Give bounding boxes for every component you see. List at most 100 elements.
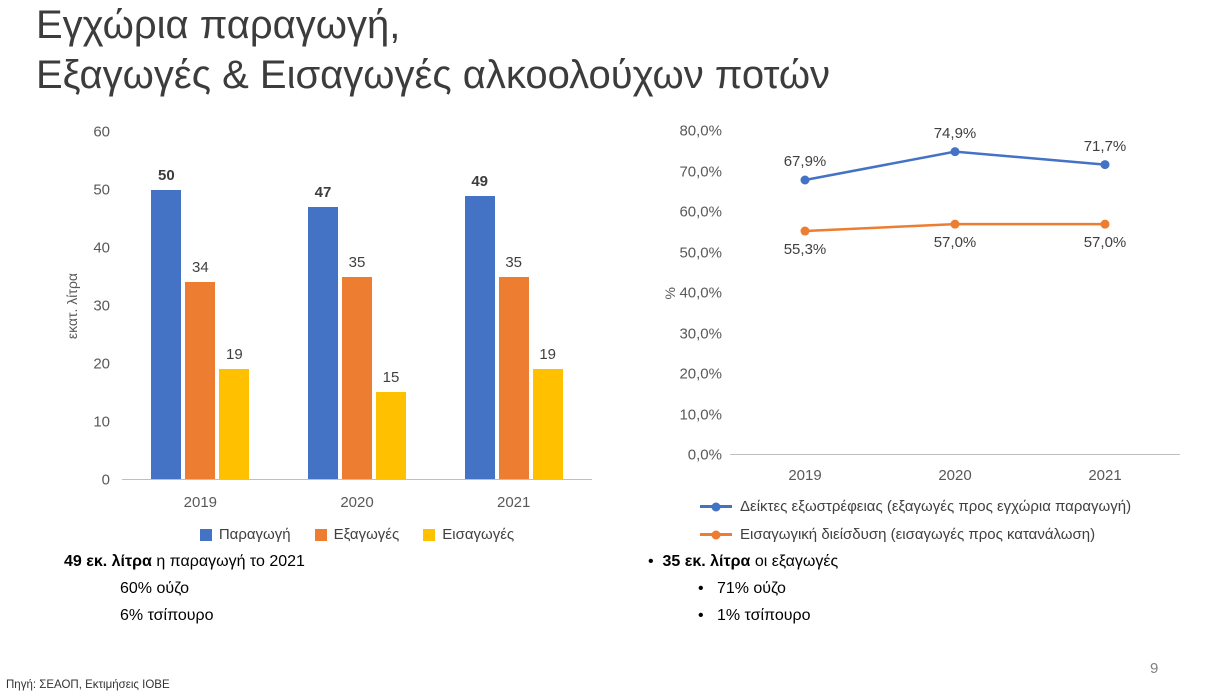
bar-Παραγωγή-2020: 47 (308, 184, 338, 479)
line-point-label: 57,0% (1083, 234, 1127, 252)
bar-chart-xlabel: 2020 (340, 494, 374, 511)
bar-chart-plot-area: 50 34 19 47 35 15 49 35 19 (122, 132, 592, 480)
note-production-headline: 49 εκ. λίτρα η παραγωγή το 2021 (64, 552, 305, 572)
bar-group-2020: 47 35 15 (279, 132, 436, 479)
bar-chart-y-axis-ticks: 0 10 20 30 40 50 60 (62, 124, 110, 489)
line-chart-ytick: 60,0% (679, 203, 722, 221)
bar-value-label: 19 (225, 346, 243, 364)
legend-label: Παραγωγή (218, 526, 291, 543)
line-chart-legend: Δείκτες εξωστρέφειας (εξαγωγές προς εγχώ… (700, 498, 1131, 543)
line-point-label: 67,9% (783, 153, 827, 170)
line-chart-xlabel: 2019 (788, 467, 822, 484)
legend-line-marker-icon (700, 502, 732, 511)
line-legend-entry: Δείκτες εξωστρέφειας (εξαγωγές προς εγχώ… (700, 498, 1131, 515)
line-legend-entry: Εισαγωγική διείσδυση (εισαγωγές προς κατ… (700, 526, 1131, 543)
line-chart-ytick: 0,0% (687, 446, 722, 464)
note-exports: 35 εκ. λίτρα οι εξαγωγές 71% ούζο 1% τσί… (648, 552, 839, 626)
line-chart-ytick: 70,0% (679, 163, 722, 180)
note-exports-headline: 35 εκ. λίτρα οι εξαγωγές (648, 552, 839, 572)
bar-chart-x-axis-labels: 2019 2020 2021 (122, 494, 592, 511)
legend-swatch (314, 528, 327, 541)
legend-item-Εισαγωγές: Εισαγωγές (423, 526, 514, 543)
line-chart-xlabel: 2020 (938, 467, 972, 484)
bar-value-label: 35 (505, 253, 523, 271)
bar-chart-ytick: 30 (93, 297, 110, 315)
bar-value-label: 15 (382, 369, 400, 387)
note-production: 49 εκ. λίτρα η παραγωγή το 2021 60% ούζο… (64, 552, 305, 626)
bar-value-label: 49 (471, 172, 489, 190)
bar-Εξαγωγές-2020: 35 (342, 254, 372, 479)
line-point-label: 55,3% (783, 241, 827, 259)
line-chart-ytick: 50,0% (679, 244, 722, 261)
line-chart-plot-area: 67,9% 74,9% 71,7% 55,3% 57,0% 57,0% (730, 125, 1180, 455)
bar-Παραγωγή-2019: 50 (151, 167, 182, 479)
bar-Εισαγωγές-2019: 19 (219, 346, 250, 479)
legend-item-Παραγωγή: Παραγωγή (199, 526, 291, 543)
line-chart-ytick: 80,0% (679, 122, 722, 140)
line-point-marker (1100, 219, 1110, 229)
line-chart-x-axis-labels: 2019 2020 2021 (730, 467, 1180, 484)
slide-title: Εγχώρια παραγωγή, Εξαγωγές & Εισαγωγές α… (36, 0, 830, 100)
line-chart-ytick: 40,0% (679, 284, 722, 302)
line-chart-ytick: 30,0% (679, 325, 722, 342)
bar-value-label: 35 (348, 253, 366, 271)
bar-value-label: 50 (157, 166, 175, 184)
production-bar-chart: εκατ. λίτρα 0 10 20 30 40 50 60 50 34 19 47 35 15 49… (62, 118, 610, 554)
legend-label: Εισαγωγές (442, 526, 515, 543)
line-point-marker (800, 226, 810, 236)
bar-Εξαγωγές-2019: 34 (185, 259, 216, 479)
legend-dot-icon (711, 530, 721, 539)
page-number: 9 (1150, 660, 1159, 677)
note-production-item: 6% τσίπουρο (120, 607, 214, 624)
bar-group-2021: 49 35 19 (435, 132, 592, 479)
bar-chart-xlabel: 2019 (183, 494, 218, 511)
note-production-rest: η παραγωγή το 2021 (151, 553, 305, 570)
legend-swatch (423, 528, 436, 541)
bar-value-label: 47 (314, 184, 332, 202)
slide-title-line1: Εγχώρια παραγωγή, (36, 3, 401, 47)
legend-label: Δείκτες εξωστρέφειας (εξαγωγές προς εγχώ… (740, 498, 1132, 515)
line-point-marker (800, 175, 810, 185)
source-note: Πηγή: ΣΕΑΟΠ, Εκτιμήσεις ΙΟΒΕ (6, 679, 170, 691)
line-point-label: 74,9% (933, 124, 977, 142)
legend-swatch (199, 528, 212, 541)
bar-Εισαγωγές-2020: 15 (376, 369, 406, 479)
note-production-bold: 49 εκ. λίτρα (64, 553, 152, 570)
ratio-line-chart: % 0,0% 10,0% 20,0% 30,0% 40,0% 50,0% 60,0% 70,0… (648, 112, 1198, 582)
bar-value-label: 34 (191, 259, 209, 277)
line-chart-y-axis-ticks: 0,0% 10,0% 20,0% 30,0% 40,0% 50,0% 60,0% 70,0% 8… (648, 123, 722, 464)
note-exports-bold: 35 εκ. λίτρα (662, 553, 751, 570)
legend-dot-icon (711, 502, 721, 511)
bar-group-2019: 50 34 19 (122, 132, 279, 479)
legend-label: Εξαγωγές (333, 526, 400, 543)
note-exports-item: 71% ούζο (698, 579, 838, 599)
note-production-item: 60% ούζο (120, 580, 189, 597)
line-point-marker (950, 147, 960, 157)
bar-chart-xlabel: 2021 (496, 494, 531, 511)
note-exports-rest: οι εξαγωγές (750, 553, 839, 570)
bar-Παραγωγή-2021: 49 (464, 173, 495, 479)
bar-chart-ytick: 60 (93, 123, 110, 141)
bar-Εισαγωγές-2021: 19 (532, 346, 563, 479)
line-point-marker (950, 219, 960, 229)
line-chart-ytick: 20,0% (679, 365, 722, 383)
bar-value-label: 19 (539, 346, 557, 364)
line-chart-ytick: 10,0% (679, 406, 722, 423)
bar-chart-ytick: 0 (101, 471, 110, 489)
line-point-label: 57,0% (933, 234, 977, 252)
bar-chart-ytick: 20 (93, 355, 110, 373)
legend-item-Εξαγωγές: Εξαγωγές (314, 526, 400, 543)
line-point-label: 71,7% (1083, 137, 1127, 155)
note-exports-item: 1% τσίπουρο (698, 606, 838, 626)
line-chart-xlabel: 2021 (1088, 467, 1122, 484)
bar-chart-legend: Παραγωγή Εξαγωγές Εισαγωγές (122, 526, 592, 543)
legend-label: Εισαγωγική διείσδυση (εισαγωγές προς κατ… (740, 526, 1096, 543)
line-chart-svg (800, 147, 1110, 236)
bar-chart-ytick: 10 (93, 413, 110, 431)
slide-title-line2: Εξαγωγές & Εισαγωγές αλκοολούχων ποτών (36, 53, 831, 97)
legend-line-marker-icon (700, 530, 732, 539)
line-point-marker (1100, 160, 1110, 170)
bar-Εξαγωγές-2021: 35 (498, 254, 529, 479)
bar-chart-ytick: 40 (93, 239, 110, 257)
